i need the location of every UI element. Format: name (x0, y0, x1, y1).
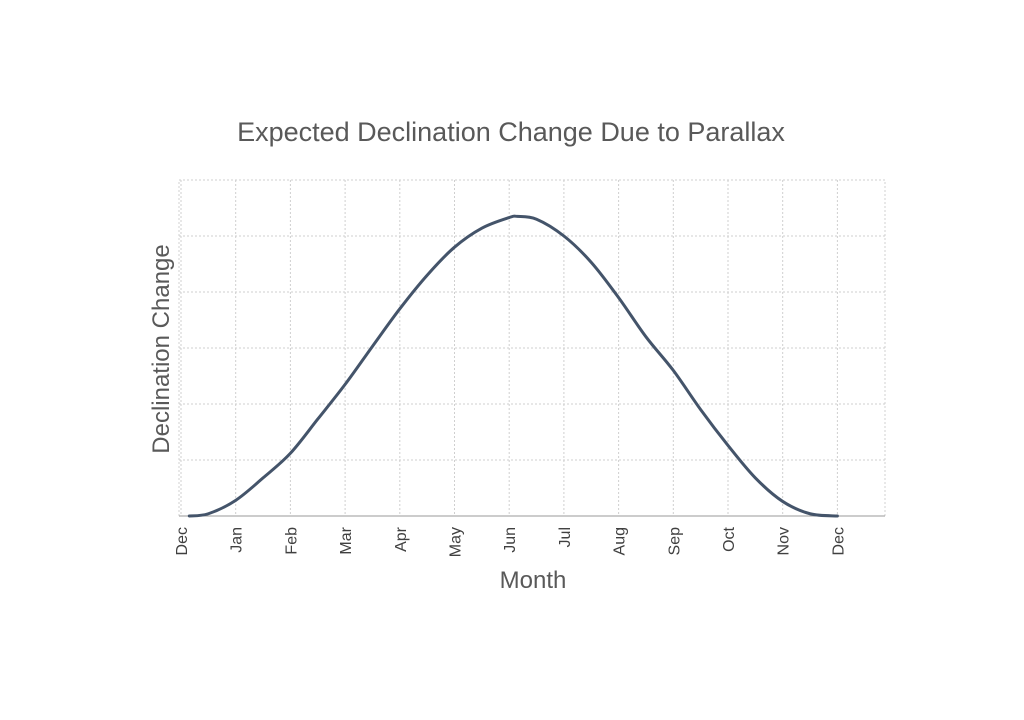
x-tick-label: Nov (776, 527, 793, 555)
series-line (187, 214, 839, 518)
y-axis-label: Declination Change (148, 244, 175, 453)
x-tick-labels: Dec Jan Feb Mar Apr May Jun Jul Aug Sep Oct Nov Dec (174, 526, 847, 557)
x-tick-label: Sep (666, 527, 683, 556)
chart-title: Expected Declination Change Due to Paral… (237, 117, 785, 147)
grid-layer (178, 179, 886, 517)
x-tick-label: Jun (502, 527, 519, 553)
x-tick-label: Aug (612, 527, 629, 555)
x-axis-label: Month (500, 567, 567, 594)
x-tick-label: Mar (338, 526, 355, 554)
x-tick-label: Dec (174, 527, 191, 555)
x-tick-label: Feb (283, 527, 300, 555)
x-tick-label: Jul (557, 527, 574, 547)
plot-layer (187, 214, 839, 518)
x-tick-label: Jan (229, 527, 246, 553)
x-tick-label: Oct (721, 526, 738, 551)
x-tick-label: Dec (830, 527, 847, 555)
x-tick-label: May (448, 527, 465, 557)
x-tick-label: Apr (393, 526, 410, 552)
